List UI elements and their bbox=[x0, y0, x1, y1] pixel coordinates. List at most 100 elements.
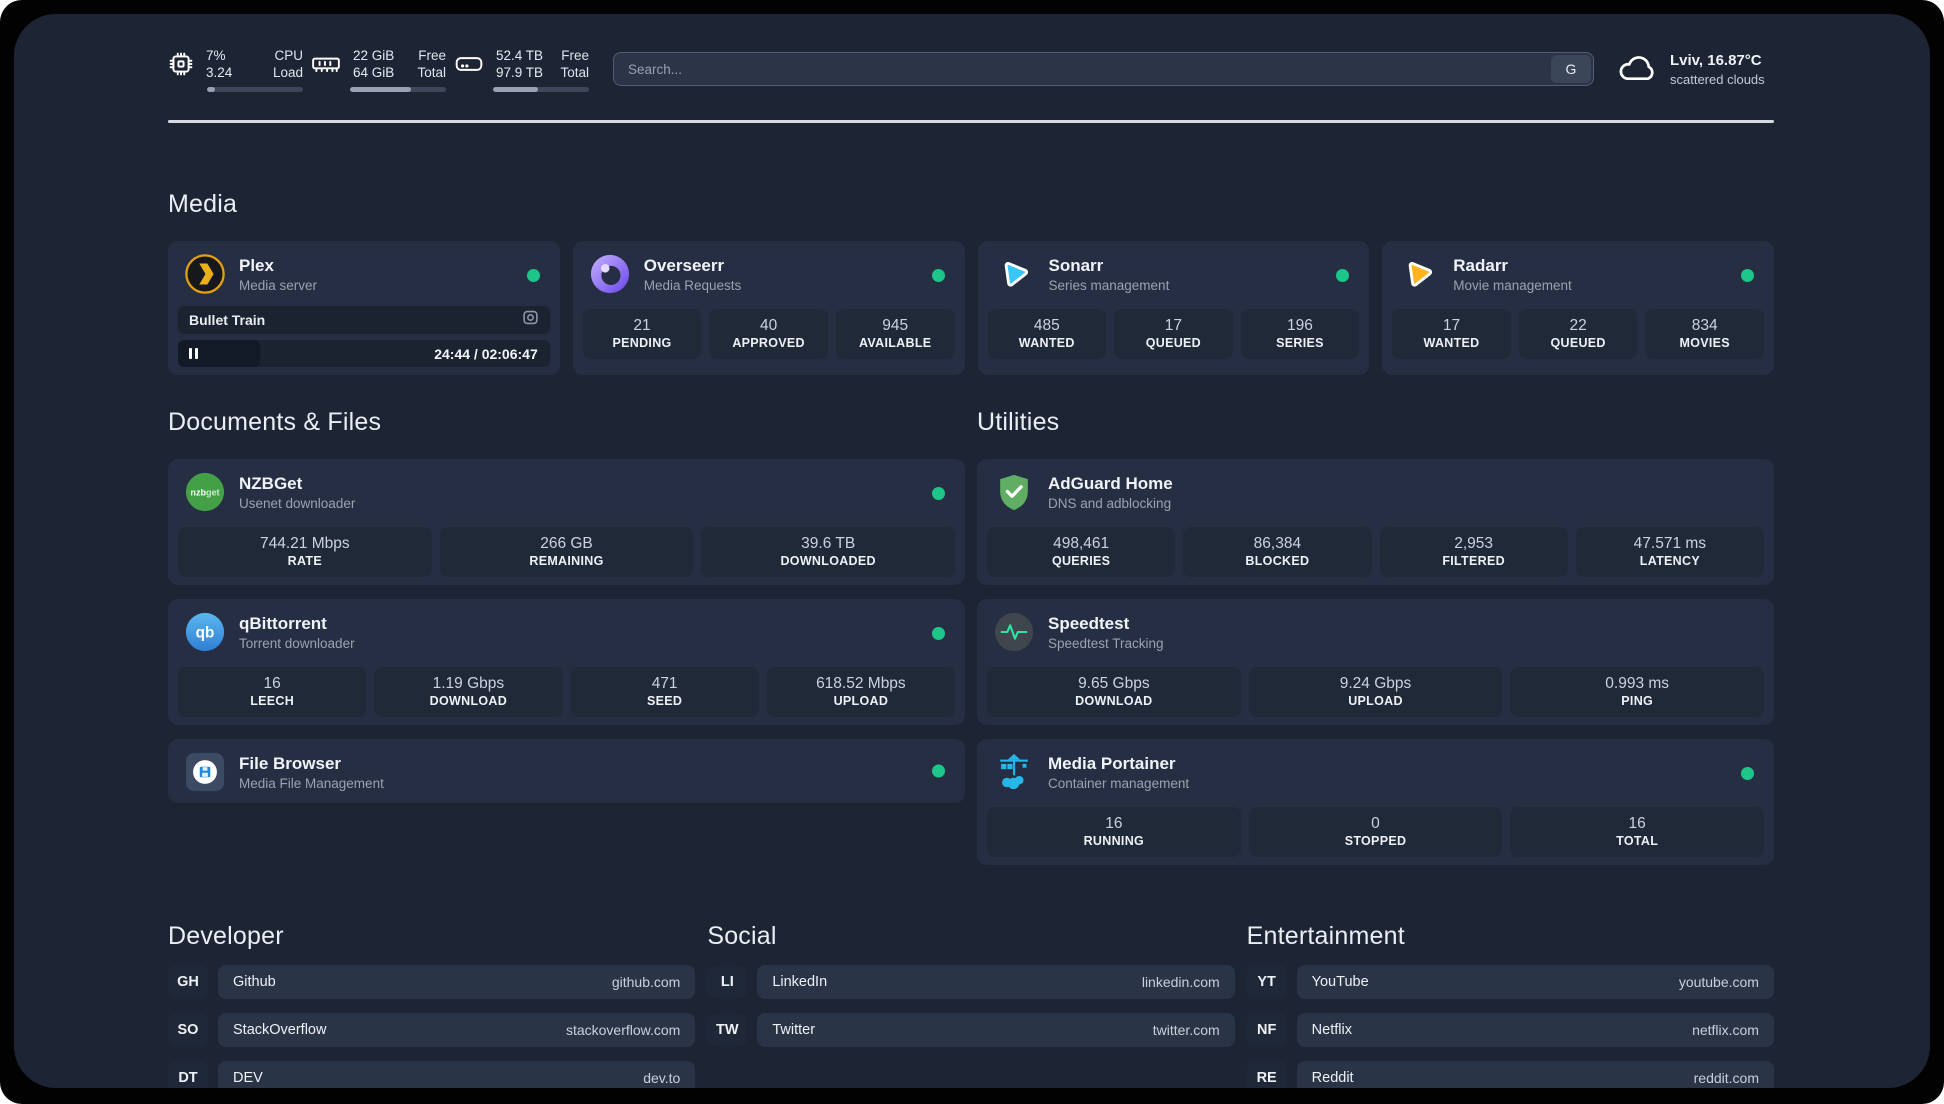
stat-wanted: 17 WANTED bbox=[1392, 309, 1511, 359]
stat-ping: 0.993 ms PING bbox=[1510, 667, 1764, 717]
card-subtitle: Media server bbox=[239, 277, 318, 293]
stat-latency: 47.571 ms LATENCY bbox=[1575, 527, 1764, 577]
link-stackoverflow[interactable]: StackOverflow stackoverflow.com bbox=[218, 1013, 696, 1047]
stat-stopped: 0 STOPPED bbox=[1248, 807, 1503, 857]
stat-downloaded: 39.6 TB DOWNLOADED bbox=[701, 527, 955, 577]
card-qbittorrent[interactable]: qb qBittorrent Torrent downloader 16 LEE… bbox=[168, 599, 965, 725]
disk-progress-fill bbox=[493, 86, 539, 92]
dashboard: 7% 3.24 CPU Load bbox=[14, 14, 1930, 1088]
link-row-dev: DT DEV dev.to bbox=[168, 1061, 696, 1088]
card-nzbget[interactable]: nzbget NZBGet Usenet downloader 744.21 M… bbox=[168, 459, 965, 585]
cpu-usage-value: 7% bbox=[206, 47, 226, 63]
card-overseerr[interactable]: Overseerr Media Requests 21 PENDING 40 A… bbox=[572, 241, 965, 375]
stat-queries: 498,461 QUERIES bbox=[987, 527, 1176, 577]
link-abbr[interactable]: YT bbox=[1246, 965, 1287, 999]
link-abbr[interactable]: RE bbox=[1246, 1061, 1287, 1088]
header-divider bbox=[168, 120, 1774, 123]
section-documents: Documents & Files nzbget bbox=[168, 409, 965, 803]
link-row-github: GH Github github.com bbox=[168, 965, 696, 999]
links-developer: Developer GH Github github.com SO StackO… bbox=[168, 923, 696, 1088]
link-abbr[interactable]: TW bbox=[707, 1013, 748, 1047]
playback-time: 24:44 / 02:06:47 bbox=[434, 345, 538, 362]
link-abbr[interactable]: NF bbox=[1246, 1013, 1287, 1047]
card-speedtest[interactable]: Speedtest Speedtest Tracking 9.65 Gbps D… bbox=[977, 599, 1774, 725]
cpu-load-label: Load bbox=[272, 64, 303, 80]
card-name: NZBGet bbox=[239, 473, 303, 493]
card-name: AdGuard Home bbox=[1048, 473, 1173, 493]
search-input[interactable] bbox=[613, 52, 1594, 86]
link-abbr[interactable]: DT bbox=[168, 1061, 208, 1088]
card-radarr[interactable]: Radarr Movie management 17 WANTED 22 QUE… bbox=[1382, 241, 1774, 375]
card-name: Speedtest bbox=[1048, 613, 1130, 633]
card-name: qBittorrent bbox=[239, 613, 327, 633]
nzbget-icon: nzbget bbox=[184, 471, 226, 513]
screen-icon[interactable] bbox=[522, 309, 539, 331]
stat-approved: 40 APPROVED bbox=[709, 309, 828, 359]
ram-total-value: 64 GiB bbox=[353, 64, 395, 80]
card-subtitle: Container management bbox=[1048, 775, 1190, 791]
qbittorrent-icon: qb bbox=[184, 611, 226, 653]
card-name: Sonarr bbox=[1048, 255, 1104, 275]
status-dot bbox=[932, 627, 945, 640]
disk-free-value: 52.4 TB bbox=[496, 47, 544, 63]
card-subtitle: Media File Management bbox=[239, 775, 384, 791]
stat-wanted: 485 WANTED bbox=[987, 309, 1107, 359]
card-filebrowser[interactable]: File Browser Media File Management bbox=[168, 739, 965, 803]
stat-download: 9.65 Gbps DOWNLOAD bbox=[987, 667, 1241, 717]
link-reddit[interactable]: Reddit reddit.com bbox=[1296, 1061, 1774, 1088]
link-abbr[interactable]: GH bbox=[168, 965, 208, 999]
metric-memory: 22 GiB 64 GiB Free Total bbox=[311, 47, 446, 92]
svg-text:qb: qb bbox=[196, 625, 215, 642]
sonarr-icon bbox=[994, 253, 1036, 295]
stat-download: 1.19 Gbps DOWNLOAD bbox=[374, 667, 563, 717]
overseerr-icon bbox=[589, 253, 631, 295]
filebrowser-icon bbox=[184, 751, 226, 793]
stat-movies: 834 MOVIES bbox=[1645, 309, 1764, 359]
ram-progress-fill bbox=[350, 86, 412, 92]
card-plex[interactable]: Plex Media server Bullet Train bbox=[168, 241, 560, 375]
card-adguard[interactable]: AdGuard Home DNS and adblocking 498,461 … bbox=[977, 459, 1774, 585]
section-media: Media Plex Media server bbox=[168, 191, 1774, 375]
link-github[interactable]: Github github.com bbox=[218, 965, 696, 999]
metric-cpu: 7% 3.24 CPU Load bbox=[168, 47, 303, 92]
cpu-load-value: 3.24 bbox=[206, 64, 233, 80]
search-engine-button[interactable]: G bbox=[1551, 55, 1591, 83]
now-playing-row: Bullet Train bbox=[178, 306, 550, 334]
svg-text:nzbget: nzbget bbox=[190, 487, 219, 497]
stat-filtered: 2,953 FILTERED bbox=[1379, 527, 1568, 577]
link-youtube[interactable]: YouTube youtube.com bbox=[1296, 965, 1774, 999]
stat-running: 16 RUNNING bbox=[987, 807, 1241, 857]
status-dot bbox=[526, 269, 540, 282]
stat-upload: 9.24 Gbps UPLOAD bbox=[1248, 667, 1503, 717]
card-name: Radarr bbox=[1453, 255, 1509, 275]
now-playing-title: Bullet Train bbox=[189, 312, 266, 328]
link-twitter[interactable]: Twitter twitter.com bbox=[757, 1013, 1235, 1047]
link-row-youtube: YT YouTube youtube.com bbox=[1246, 965, 1774, 999]
link-abbr[interactable]: LI bbox=[707, 965, 748, 999]
playback-progress-bar[interactable]: 24:44 / 02:06:47 bbox=[178, 340, 550, 367]
stat-available: 945 AVAILABLE bbox=[835, 309, 955, 359]
stat-blocked: 86,384 BLOCKED bbox=[1183, 527, 1372, 577]
link-linkedin[interactable]: LinkedIn linkedin.com bbox=[757, 965, 1235, 999]
links-social: Social LI LinkedIn linkedin.com TW Twitt… bbox=[707, 923, 1235, 1088]
link-dev[interactable]: DEV dev.to bbox=[218, 1061, 696, 1088]
pause-icon[interactable] bbox=[189, 348, 198, 359]
card-subtitle: Usenet downloader bbox=[239, 495, 356, 511]
search-bar: G bbox=[613, 52, 1594, 86]
link-row-stackoverflow: SO StackOverflow stackoverflow.com bbox=[168, 1013, 696, 1047]
speedtest-icon bbox=[993, 611, 1035, 653]
card-sonarr[interactable]: Sonarr Series management 485 WANTED 17 Q… bbox=[977, 241, 1370, 375]
disk-free-label: Free bbox=[561, 47, 589, 63]
stat-total: 16 TOTAL bbox=[1510, 807, 1764, 857]
status-dot bbox=[931, 269, 945, 282]
disk-icon bbox=[454, 51, 484, 77]
card-name: Overseerr bbox=[643, 255, 725, 275]
status-dot bbox=[932, 487, 945, 500]
card-subtitle: Movie management bbox=[1453, 277, 1572, 293]
link-abbr[interactable]: SO bbox=[168, 1013, 208, 1047]
link-netflix[interactable]: Netflix netflix.com bbox=[1296, 1013, 1774, 1047]
stat-series: 196 SERIES bbox=[1240, 309, 1360, 359]
adguard-icon bbox=[993, 471, 1035, 513]
card-portainer[interactable]: Media Portainer Container management 16 … bbox=[977, 739, 1774, 865]
